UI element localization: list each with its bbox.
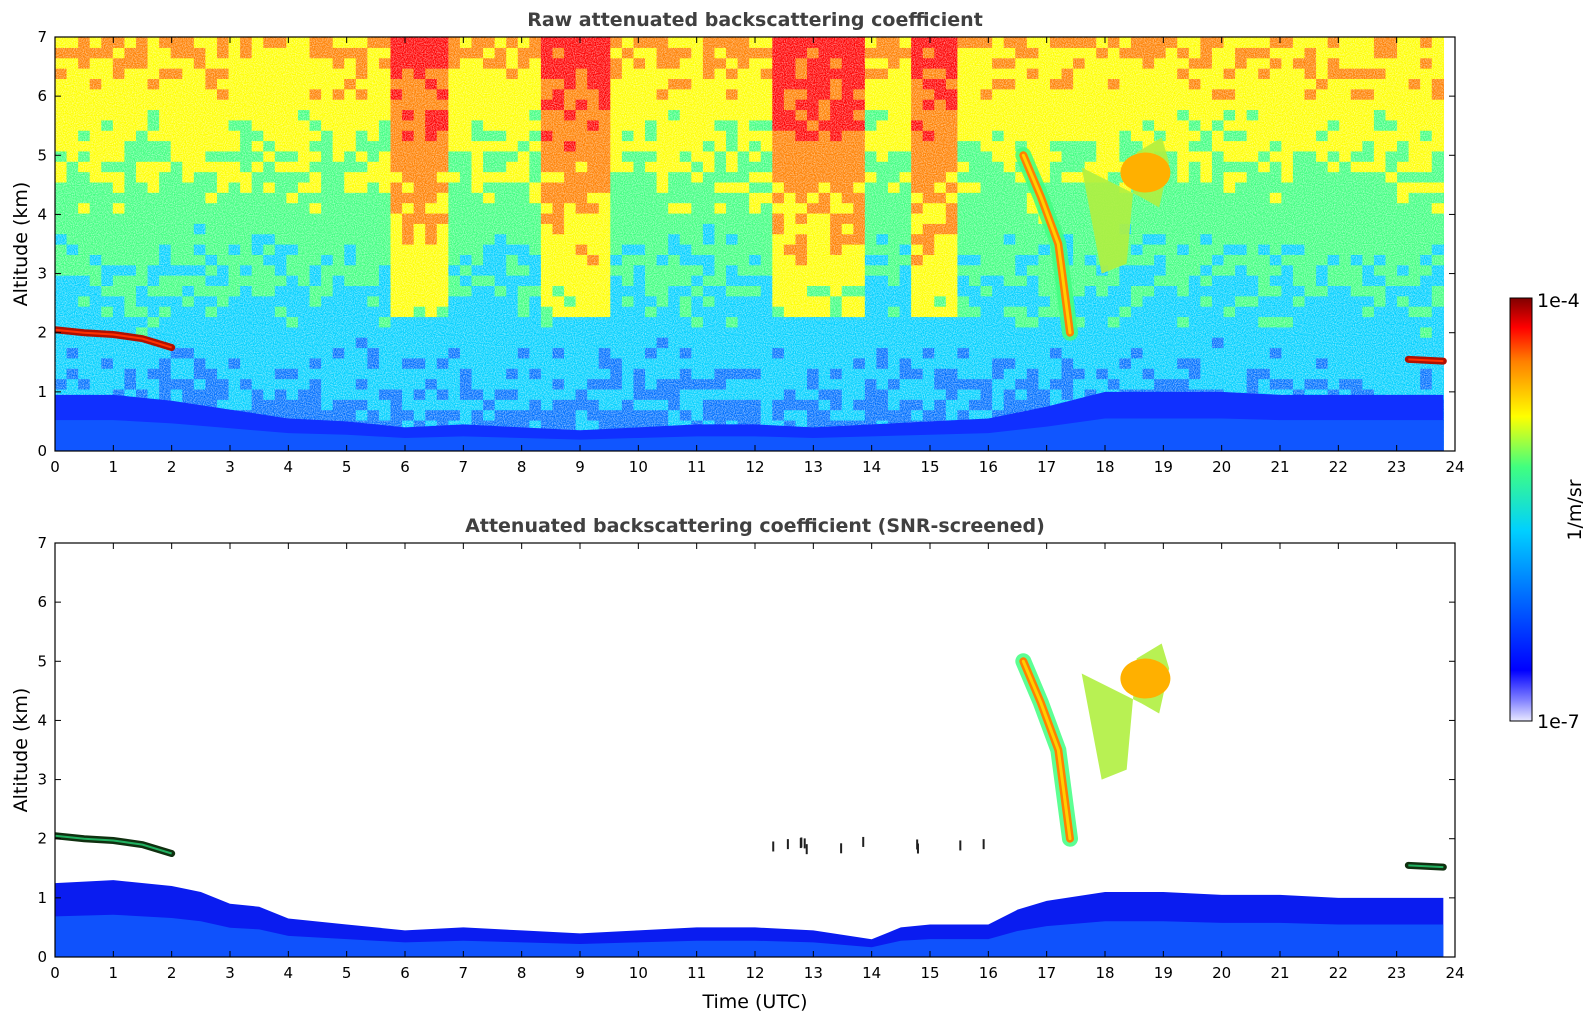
x-tick-label: 23 — [1387, 458, 1406, 476]
x-tick-label: 1 — [109, 458, 119, 476]
panel-screened: Attenuated backscattering coefficient (S… — [10, 515, 1465, 1013]
x-tick-label: 10 — [629, 964, 648, 982]
x-tick-label: 9 — [575, 964, 585, 982]
x-tick-label: 4 — [284, 458, 294, 476]
noise-overlay — [55, 37, 1443, 451]
x-tick-label: 16 — [979, 964, 998, 982]
x-tick-label: 5 — [342, 458, 352, 476]
x-tick-label: 7 — [459, 458, 469, 476]
sparse-echo-mark — [959, 840, 961, 850]
x-tick-label: 4 — [284, 964, 294, 982]
y-tick-label: 4 — [37, 205, 47, 223]
x-tick-label: 11 — [687, 458, 706, 476]
x-tick-label: 14 — [862, 458, 881, 476]
y-tick-label: 5 — [37, 146, 47, 164]
sparse-echo-mark — [862, 837, 864, 847]
sparse-echo-mark — [917, 843, 919, 853]
x-tick-label: 22 — [1329, 458, 1348, 476]
y-tick-label: 7 — [37, 28, 47, 46]
sparse-echo-mark — [983, 839, 985, 849]
x-tick-label: 3 — [225, 458, 235, 476]
x-tick-label: 15 — [920, 458, 939, 476]
x-tick-label: 10 — [629, 458, 648, 476]
x-tick-label: 21 — [1270, 458, 1289, 476]
y-tick-label: 3 — [37, 265, 47, 283]
x-tick-label: 12 — [745, 458, 764, 476]
x-tick-label: 5 — [342, 964, 352, 982]
sparse-echo-mark — [787, 839, 789, 849]
x-tick-label: 9 — [575, 458, 585, 476]
x-tick-label: 7 — [459, 964, 469, 982]
x-tick-label: 18 — [1095, 458, 1114, 476]
panel-screened-plot-area — [55, 644, 1443, 957]
x-tick-label: 2 — [167, 458, 177, 476]
x-tick-label: 6 — [400, 458, 410, 476]
x-tick-label: 13 — [804, 964, 823, 982]
x-tick-label: 17 — [1037, 458, 1056, 476]
x-tick-label: 1 — [109, 964, 119, 982]
x-tick-label: 15 — [920, 964, 939, 982]
x-tick-label: 19 — [1154, 458, 1173, 476]
x-tick-label: 8 — [517, 458, 527, 476]
x-tick-label: 24 — [1445, 458, 1464, 476]
x-tick-label: 16 — [979, 458, 998, 476]
x-tick-label: 0 — [50, 458, 60, 476]
x-tick-label: 14 — [862, 964, 881, 982]
sparse-echo-mark — [806, 844, 808, 854]
x-tick-label: 0 — [50, 964, 60, 982]
y-tick-label: 1 — [37, 383, 47, 401]
sparse-echo-mark — [840, 843, 842, 853]
panel-raw-plot-area — [55, 37, 1444, 452]
panel-screened-title: Attenuated backscattering coefficient (S… — [465, 515, 1045, 537]
panel-raw: Raw attenuated backscattering coefficien… — [10, 9, 1465, 476]
x-tick-label: 20 — [1212, 458, 1231, 476]
x-tick-label: 2 — [167, 964, 177, 982]
panel-raw-title: Raw attenuated backscattering coefficien… — [527, 9, 983, 31]
sparse-echo-mark — [772, 841, 774, 851]
y-tick-label: 6 — [37, 87, 47, 105]
cirrus-patch-core — [1120, 153, 1170, 193]
x-tick-label: 3 — [225, 964, 235, 982]
x-tick-label: 6 — [400, 964, 410, 982]
cirrus-patch-core — [1120, 659, 1170, 699]
x-tick-label: 8 — [517, 964, 527, 982]
panel-raw-ylabel: Altitude (km) — [10, 182, 32, 307]
x-tick-label: 12 — [745, 964, 764, 982]
x-tick-label: 13 — [804, 458, 823, 476]
y-tick-label: 2 — [37, 324, 47, 342]
y-tick-label: 0 — [37, 442, 47, 460]
sparse-echo-mark — [804, 838, 806, 848]
x-tick-label: 11 — [687, 964, 706, 982]
sparse-echo-mark — [800, 837, 802, 847]
